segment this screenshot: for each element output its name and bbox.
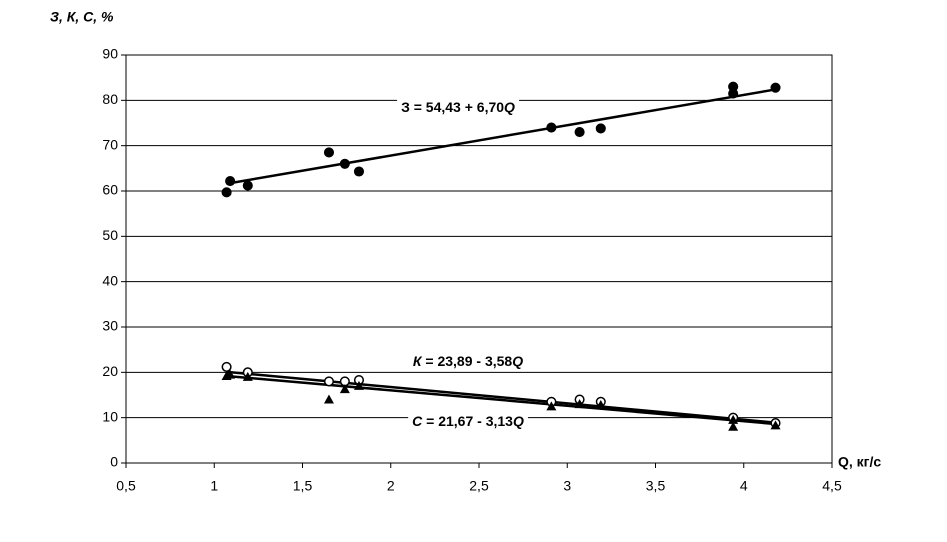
marker — [323, 376, 335, 387]
annotation: З = 54,43 + 6,70Q — [397, 97, 520, 116]
plot-border — [125, 54, 833, 464]
marker — [728, 88, 739, 99]
marker — [221, 361, 232, 372]
marker — [546, 122, 557, 133]
annotation-part: Q — [512, 353, 523, 369]
marker — [353, 380, 364, 390]
y-tick-label: 0 — [110, 454, 118, 470]
trend-line — [226, 370, 776, 424]
marker — [323, 147, 335, 158]
annotation-bg — [397, 97, 520, 116]
annotation-text: С = 21,67 - 3,13Q — [412, 413, 524, 429]
marker — [221, 187, 232, 198]
trend-line — [226, 88, 776, 185]
x-tick-label: 1,5 — [293, 478, 313, 494]
y-tick-label: 80 — [102, 91, 118, 107]
y-tick-label: 90 — [102, 46, 118, 62]
annotation-text: З = 54,43 + 6,70Q — [401, 99, 515, 115]
marker — [728, 421, 739, 431]
x-tick-label: 2 — [387, 478, 395, 494]
annotation-text: К = 23,89 - 3,58Q — [413, 353, 523, 369]
marker — [770, 420, 781, 430]
marker — [225, 175, 236, 187]
trend-line — [226, 374, 776, 426]
annotation: С = 21,67 - 3,13Q — [408, 411, 528, 430]
marker — [595, 123, 606, 134]
annotation-part: З = 54,43 + 6,70 — [401, 99, 504, 115]
marker — [546, 401, 557, 411]
y-tick-label: 50 — [102, 227, 118, 243]
marker — [574, 127, 585, 138]
marker — [353, 166, 365, 177]
x-axis-label: Q, кг/с — [838, 454, 881, 470]
x-tick-label: 3 — [563, 478, 571, 494]
x-tick-label: 1 — [210, 478, 218, 494]
marker — [225, 369, 236, 379]
y-tick-label: 10 — [102, 408, 118, 424]
x-tick-label: 0,5 — [116, 478, 136, 494]
y-tick-label: 70 — [102, 136, 118, 152]
annotation-part: С — [412, 413, 423, 429]
marker — [574, 399, 585, 409]
marker — [242, 180, 253, 191]
annotation-part: = 23,89 - 3,58 — [422, 353, 513, 369]
annotation-part: Q — [504, 99, 515, 115]
x-tick-label: 4 — [740, 478, 748, 494]
x-tick-label: 2,5 — [469, 478, 489, 494]
annotation: К = 23,89 - 3,58Q — [408, 351, 528, 370]
annotation-bg — [408, 351, 528, 370]
annotation-part: Q — [513, 413, 524, 429]
x-tick-label: 4,5 — [822, 478, 842, 494]
marker — [339, 384, 350, 394]
y-axis-label: З, К, С, % — [50, 9, 114, 25]
annotation-bg — [408, 411, 528, 430]
marker — [595, 399, 606, 409]
x-tick-label: 3,5 — [646, 478, 666, 494]
y-tick-label: 40 — [102, 272, 118, 288]
y-tick-label: 20 — [102, 363, 118, 379]
y-tick-label: 30 — [102, 318, 118, 334]
annotation-part: = 21,67 - 3,13 — [422, 413, 513, 429]
marker — [339, 158, 350, 169]
marker — [728, 414, 739, 424]
marker — [242, 371, 253, 381]
annotation-part: К — [413, 353, 423, 369]
marker — [323, 394, 334, 404]
marker — [770, 82, 781, 93]
y-tick-label: 60 — [102, 182, 118, 198]
